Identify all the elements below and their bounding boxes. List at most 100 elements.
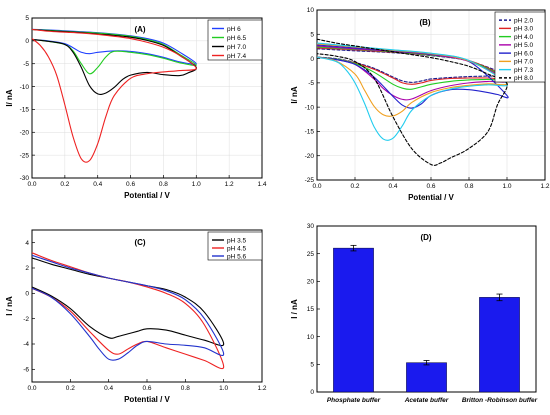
- x-tick-label: 0.0: [27, 181, 36, 188]
- x-tick-label: 0.8: [464, 183, 473, 190]
- legend-entry-label: pH 7.3: [514, 67, 534, 74]
- y-tick-label: 10: [307, 7, 315, 14]
- y-tick-label: -5: [308, 80, 314, 87]
- x-tick-label: 0.4: [104, 385, 113, 392]
- category-label: Acetate buffer: [404, 397, 449, 404]
- legend-entry-label: pH 7.0: [514, 59, 534, 66]
- panel-label: (B): [419, 18, 430, 27]
- y-tick-label: 15: [307, 306, 315, 313]
- legend-entry-label: pH 5.6: [227, 253, 247, 260]
- chart-panel-b: 0.0 0.2 0.4 0.6 0.8 1.0 1.2 -25 -20 -15 -10 -5 0 5 10 P…: [290, 7, 550, 202]
- chart-panel-c: 0.0 0.2 0.4 0.6 0.8 1.0 1.2 -6 -4 -2 0 2 4 Potential …: [5, 229, 267, 404]
- legend-entry-label: pH 6: [227, 26, 241, 33]
- y-tick-label: 25: [307, 251, 315, 258]
- legend-entry-label: pH 6.0: [514, 50, 534, 57]
- x-tick-label: 0.2: [66, 385, 75, 392]
- x-tick-label: 0.0: [312, 183, 321, 190]
- y-tick-label: -25: [20, 152, 30, 159]
- x-tick-label: 0.8: [159, 181, 168, 188]
- legend-entry-label: pH 3.5: [227, 237, 247, 244]
- x-tick-label: 1.0: [219, 385, 228, 392]
- x-tick-label: 0.6: [426, 183, 435, 190]
- category-label: Phosphate buffer: [327, 397, 381, 404]
- x-axis-label: Potential / V: [124, 395, 170, 404]
- x-tick-label: 1.0: [502, 183, 511, 190]
- legend-entry-label: pH 6.5: [227, 35, 247, 42]
- y-tick-label: 5: [310, 362, 314, 369]
- x-tick-label: 1.0: [192, 181, 201, 188]
- y-tick-label: 20: [307, 279, 315, 286]
- y-axis-label: I/ nA: [290, 86, 299, 104]
- legend-entry-label: pH 4.5: [227, 245, 247, 252]
- y-tick-label: 0: [25, 291, 29, 298]
- y-tick-label: 30: [307, 223, 315, 230]
- y-tick-label: -10: [305, 104, 315, 111]
- bar: [479, 297, 520, 393]
- y-tick-label: 10: [307, 334, 315, 341]
- plot-area-frame: [31, 17, 263, 179]
- series-line: [32, 252, 225, 370]
- y-tick-label: -2: [23, 316, 29, 323]
- legend-entry-label: pH 4.0: [514, 34, 534, 41]
- x-tick-label: 0.2: [350, 183, 359, 190]
- x-tick-label: 1.4: [257, 181, 266, 188]
- series-line: [317, 42, 508, 141]
- chart-panel-d: 0 5 10 15 20 25 30 I / nA Phosphate buffer Acetat…: [290, 223, 538, 404]
- y-tick-label: -25: [305, 177, 315, 184]
- series-line: [317, 38, 508, 166]
- x-tick-label: 0.2: [60, 181, 69, 188]
- legend-box: [494, 11, 546, 83]
- y-tick-label: 0: [25, 38, 29, 45]
- x-tick-label: 0.4: [388, 183, 397, 190]
- y-tick-label: 0: [310, 389, 314, 396]
- y-tick-label: -6: [23, 367, 29, 374]
- series-line: [32, 28, 197, 75]
- legend-entry-label: pH 8.0: [514, 75, 534, 82]
- y-axis-label: I / nA: [290, 299, 299, 319]
- legend-entry-label: pH 7.0: [227, 44, 247, 51]
- y-tick-label: -15: [20, 107, 30, 114]
- y-tick-label: -30: [20, 175, 30, 182]
- x-tick-label: 1.2: [225, 181, 234, 188]
- bar: [406, 362, 447, 393]
- x-tick-label: 0.4: [93, 181, 102, 188]
- series-group: [317, 38, 509, 166]
- x-tick-label: 0.8: [181, 385, 190, 392]
- y-tick-label: -20: [20, 129, 30, 136]
- y-tick-label: 5: [25, 15, 29, 22]
- x-axis-label: Potential / V: [124, 191, 170, 200]
- legend-box: [207, 19, 263, 61]
- series-line: [32, 28, 197, 163]
- legend-entry-label: pH 2.0: [514, 17, 534, 24]
- series-line: [32, 257, 225, 347]
- series-line: [32, 28, 197, 95]
- y-tick-label: 4: [25, 240, 29, 247]
- series-group: [32, 28, 197, 163]
- chart-panel-a: 0.0 0.2 0.4 0.6 0.8 1.0 1.2 1.4 -30 -25 -20 -15 -10 -…: [5, 15, 267, 200]
- y-axis-label: I / nA: [5, 296, 14, 316]
- category-label: Britton -Robinson buffer: [462, 397, 538, 404]
- x-axis-label: Potential / V: [408, 193, 454, 202]
- panel-label: (A): [134, 25, 145, 34]
- x-tick-label: 1.2: [540, 183, 549, 190]
- legend-entry-label: pH 5.0: [514, 42, 534, 49]
- panel-label: (C): [134, 238, 145, 247]
- series-line: [32, 254, 225, 361]
- series-group: [32, 252, 225, 370]
- x-tick-label: 0.0: [27, 385, 36, 392]
- y-tick-label: -15: [305, 129, 315, 136]
- y-tick-label: 0: [310, 56, 314, 63]
- y-axis-label: I/ nA: [5, 89, 14, 107]
- legend-entry-label: pH 3.0: [514, 26, 534, 33]
- y-tick-label: -20: [305, 153, 315, 160]
- y-tick-label: 5: [310, 31, 314, 38]
- x-tick-label: 0.6: [142, 385, 151, 392]
- y-tick-label: -5: [23, 61, 29, 68]
- y-tick-label: 2: [25, 265, 29, 272]
- panel-label: (D): [420, 233, 431, 242]
- y-tick-label: -10: [20, 84, 30, 91]
- x-tick-label: 1.2: [257, 385, 266, 392]
- bar: [333, 247, 374, 393]
- y-tick-label: -4: [23, 341, 29, 348]
